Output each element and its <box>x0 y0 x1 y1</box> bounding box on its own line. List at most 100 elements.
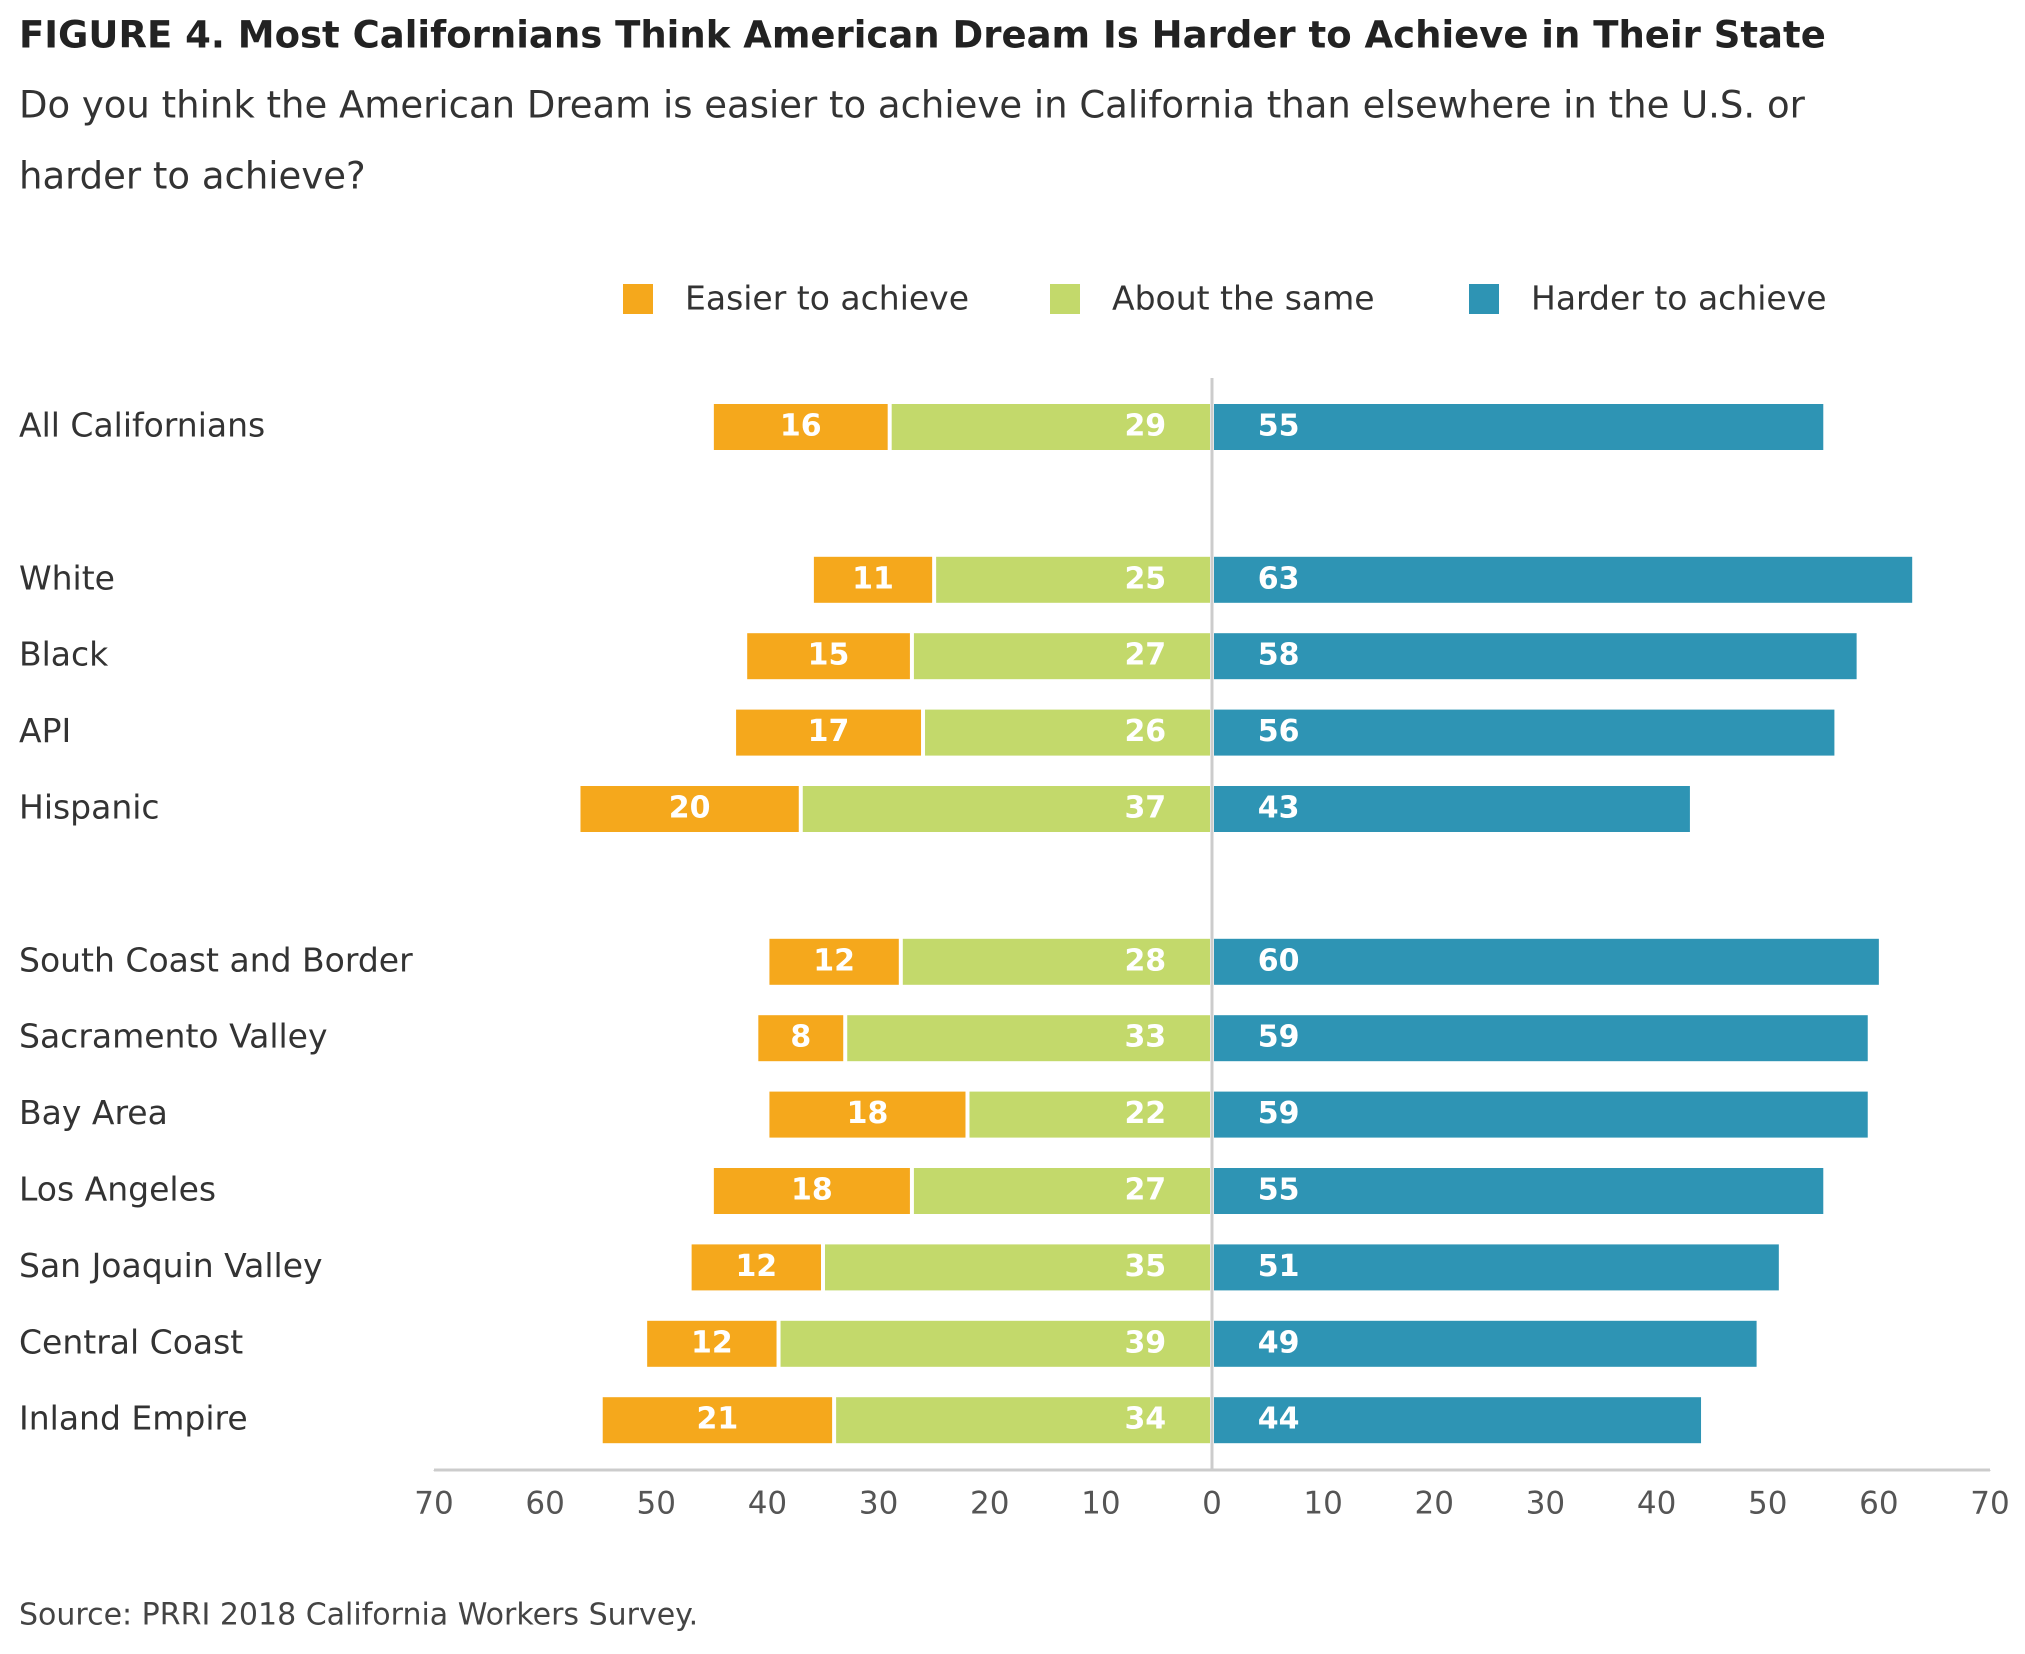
category-label: White <box>19 558 115 597</box>
bar-segment <box>1214 1320 1757 1367</box>
bar-segment <box>647 1320 777 1367</box>
category-label: All Californians <box>19 406 265 445</box>
bar-segment <box>913 1168 1210 1214</box>
x-tick-label: 30 <box>1526 1486 1565 1522</box>
category-label: Inland Empire <box>19 1399 248 1438</box>
bar-segment <box>847 1015 1210 1062</box>
bar-segment <box>902 938 1210 985</box>
value-label: 26 <box>1124 714 1166 749</box>
x-tick-label: 30 <box>859 1486 898 1522</box>
legend-swatch <box>1050 284 1080 314</box>
category-label: Los Angeles <box>19 1170 216 1209</box>
value-label: 59 <box>1258 1096 1300 1131</box>
legend-label: Harder to achieve <box>1531 279 1827 318</box>
value-label: 55 <box>1258 409 1300 444</box>
value-label: 43 <box>1258 791 1300 826</box>
bar-segment <box>602 1397 833 1444</box>
value-label: 11 <box>852 561 894 596</box>
bar-segment <box>802 786 1210 832</box>
value-label: 17 <box>808 714 850 749</box>
bar-segment <box>1214 786 1690 832</box>
bar-segment <box>580 786 799 832</box>
value-label: 22 <box>1124 1096 1166 1131</box>
value-label: 35 <box>1124 1249 1166 1284</box>
bar-segment <box>1214 404 1824 450</box>
value-label: 12 <box>735 1249 777 1284</box>
value-label: 29 <box>1124 409 1166 444</box>
value-label: 63 <box>1258 561 1300 596</box>
legend-swatch <box>1469 284 1499 314</box>
bar-segment <box>1214 633 1857 680</box>
value-label: 49 <box>1258 1325 1300 1360</box>
value-label: 12 <box>813 943 855 978</box>
value-label: 37 <box>1124 791 1166 826</box>
value-label: 59 <box>1258 1020 1300 1055</box>
value-label: 34 <box>1124 1402 1166 1437</box>
bar-segment <box>936 556 1210 603</box>
value-label: 39 <box>1124 1325 1166 1360</box>
value-label: 44 <box>1258 1402 1300 1437</box>
bar-segment <box>1214 938 1879 985</box>
legend-swatch <box>623 284 653 314</box>
bar-segment <box>1214 1397 1702 1444</box>
bar-segment <box>758 1015 844 1062</box>
chart-subtitle: harder to achieve? <box>19 155 366 198</box>
bar-segment <box>925 709 1210 756</box>
x-tick-label: 50 <box>1748 1486 1787 1522</box>
value-label: 18 <box>791 1173 833 1208</box>
bar-segment <box>769 1091 966 1138</box>
bar-segment <box>747 633 910 680</box>
x-tick-label: 20 <box>970 1486 1009 1522</box>
x-tick-label: 0 <box>1202 1486 1222 1522</box>
bar-segment <box>780 1320 1210 1367</box>
bar-segment <box>1214 556 1913 603</box>
bar-segment <box>913 633 1210 680</box>
value-label: 12 <box>691 1325 733 1360</box>
bar-segment <box>691 1244 821 1291</box>
value-label: 51 <box>1258 1249 1300 1284</box>
value-label: 25 <box>1124 561 1166 596</box>
bar-segment <box>713 404 888 450</box>
category-label: South Coast and Border <box>19 940 413 979</box>
chart-subtitle: Do you think the American Dream is easie… <box>19 84 1806 127</box>
chart-title: FIGURE 4. Most Californians Think Americ… <box>19 14 1826 57</box>
category-label: API <box>19 711 71 750</box>
bar-segment <box>1214 1244 1779 1291</box>
x-tick-label: 50 <box>637 1486 676 1522</box>
bar-segment <box>969 1091 1210 1138</box>
bar-segment <box>825 1244 1210 1291</box>
value-label: 58 <box>1258 638 1300 673</box>
value-label: 60 <box>1258 943 1300 978</box>
x-tick-label: 10 <box>1303 1486 1342 1522</box>
legend-label: About the same <box>1112 279 1375 318</box>
value-label: 15 <box>808 638 850 673</box>
x-tick-label: 60 <box>1859 1486 1898 1522</box>
x-tick-label: 20 <box>1415 1486 1454 1522</box>
bar-segment <box>1214 709 1835 756</box>
value-label: 18 <box>847 1096 889 1131</box>
category-label: Hispanic <box>19 788 160 827</box>
bar-segment <box>1214 1015 1868 1062</box>
value-label: 21 <box>697 1402 739 1437</box>
bar-segment <box>1214 1091 1868 1138</box>
source-note: Source: PRRI 2018 California Workers Sur… <box>19 1598 698 1633</box>
value-label: 33 <box>1124 1020 1166 1055</box>
x-tick-label: 40 <box>748 1486 787 1522</box>
value-label: 8 <box>790 1020 811 1055</box>
x-tick-label: 60 <box>525 1486 564 1522</box>
x-tick-label: 70 <box>1970 1486 2009 1522</box>
bar-segment <box>891 404 1210 450</box>
legend-label: Easier to achieve <box>685 279 969 318</box>
category-label: Sacramento Valley <box>19 1017 328 1056</box>
bar-segment <box>813 556 933 603</box>
x-tick-label: 40 <box>1637 1486 1676 1522</box>
value-label: 28 <box>1124 943 1166 978</box>
value-label: 56 <box>1258 714 1300 749</box>
bar-segment <box>1214 1168 1824 1214</box>
value-label: 16 <box>780 409 822 444</box>
value-label: 55 <box>1258 1173 1300 1208</box>
bar-segment <box>836 1397 1210 1444</box>
value-label: 27 <box>1124 1173 1166 1208</box>
category-label: Black <box>19 635 109 674</box>
